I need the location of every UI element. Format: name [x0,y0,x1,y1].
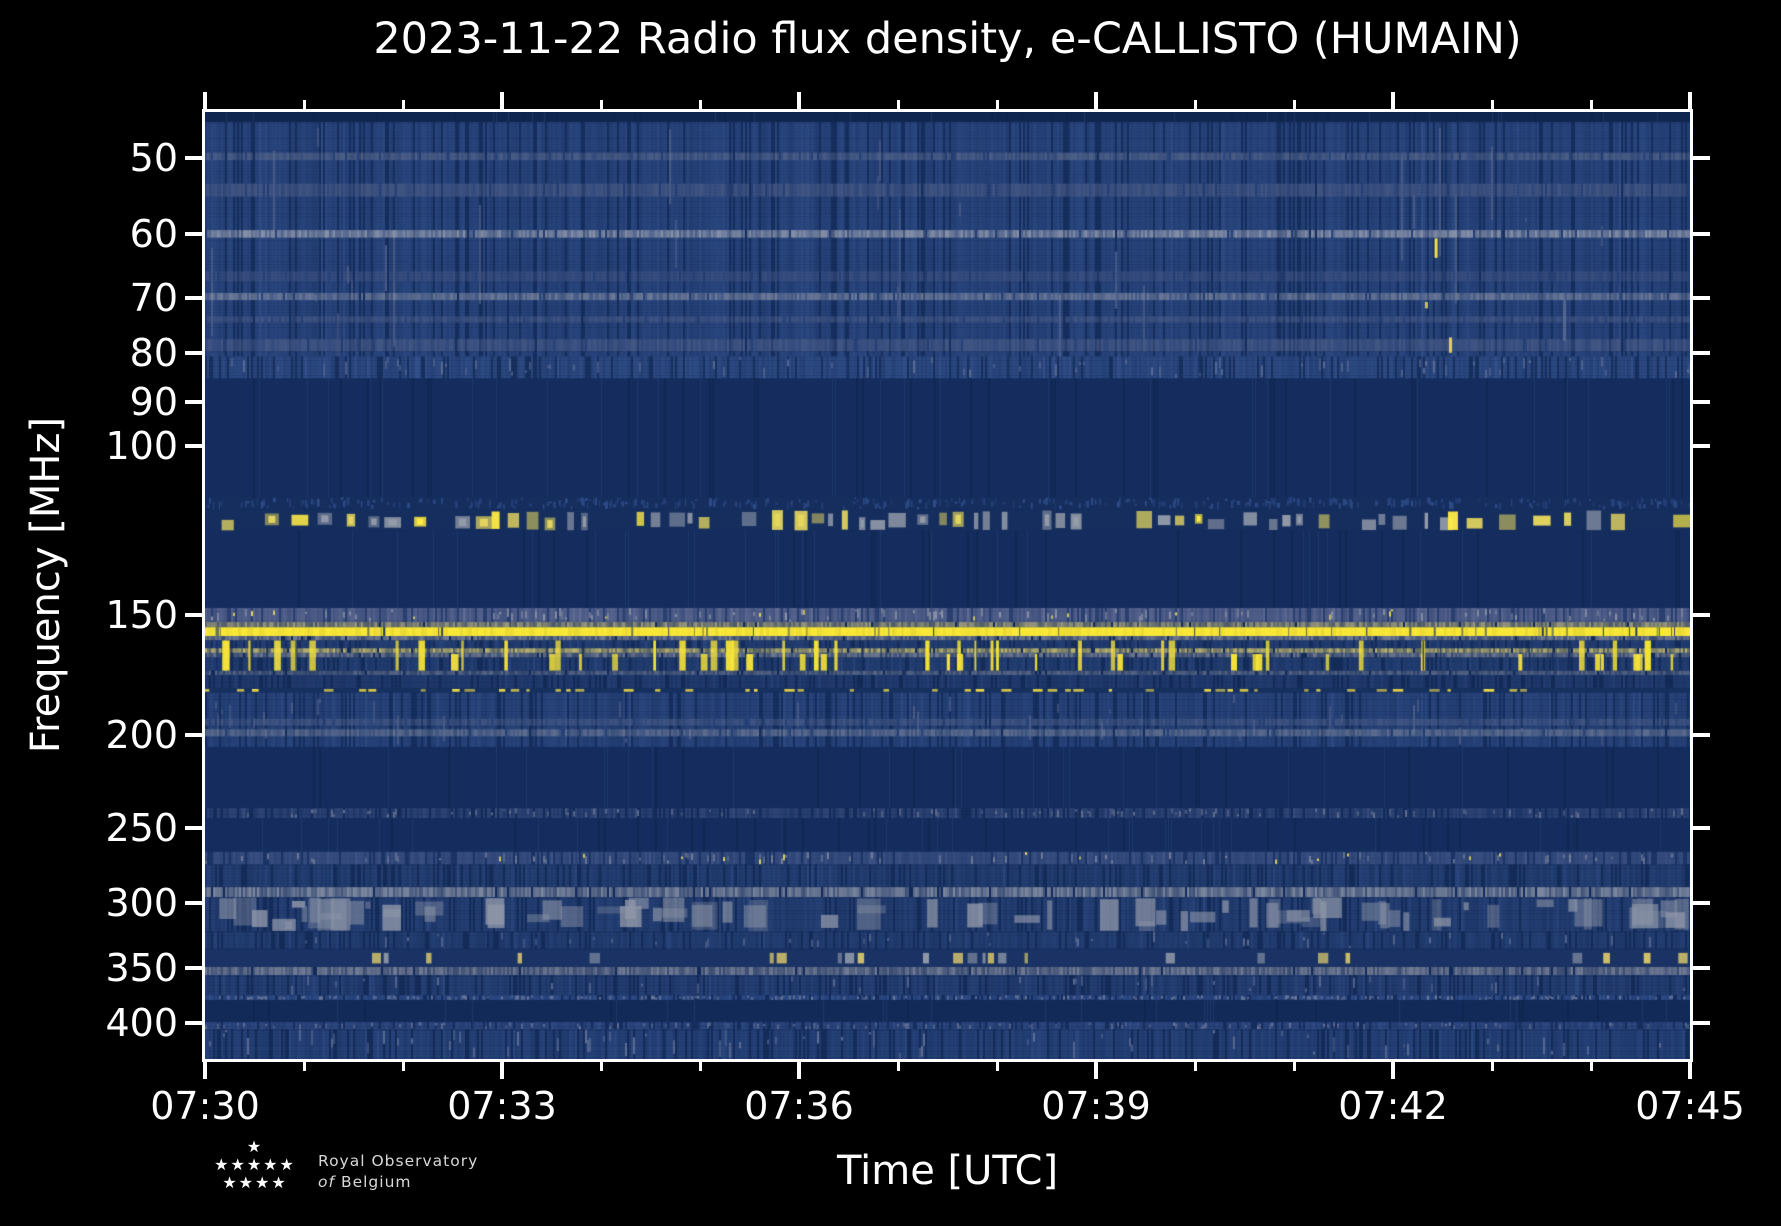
x-minor-tick [1292,1062,1296,1071]
stars-icon: ★ ★★★★★ ★★★★ [205,1138,305,1192]
y-major-tick-right [1693,155,1710,160]
y-tick-label: 80 [129,331,178,376]
x-tick-label: 07:42 [1338,1084,1448,1128]
y-major-tick [185,732,202,737]
stars-row-3: ★★★★ [222,1173,288,1192]
spectrogram-heatmap [205,112,1690,1059]
y-major-tick [185,231,202,236]
x-major-tick-top [797,92,801,109]
x-minor-tick [302,1062,306,1071]
y-major-tick-right [1693,732,1710,737]
y-tick-label: 100 [105,424,178,469]
x-minor-tick [599,1062,603,1071]
y-major-tick-right [1693,444,1710,449]
y-major-tick-right [1693,965,1710,970]
x-minor-tick-top [1292,100,1296,109]
x-axis-label: Time [UTC] [836,1148,1059,1194]
logo-line-2: of Belgium [318,1172,478,1193]
stars-row-2: ★★★★★ [214,1155,296,1174]
y-major-tick [185,612,202,617]
stars-row-1: ★ [246,1137,264,1156]
x-major-tick-top [1391,92,1395,109]
x-major-tick [1391,1062,1395,1079]
x-tick-label: 07:30 [150,1084,260,1128]
x-major-tick [500,1062,504,1079]
y-major-tick [185,825,202,830]
x-minor-tick [698,1062,702,1071]
y-major-tick-right [1693,1021,1710,1026]
x-minor-tick-top [698,100,702,109]
x-major-tick-top [1688,92,1692,109]
x-minor-tick [896,1062,900,1071]
y-tick-label: 50 [129,135,178,180]
y-major-tick-right [1693,612,1710,617]
logo-of: of [318,1173,335,1191]
x-minor-tick-top [1193,100,1197,109]
x-tick-label: 07:39 [1041,1084,1151,1128]
y-major-tick [185,295,202,300]
logo-line-1: Royal Observatory [318,1152,479,1170]
y-tick-label: 300 [105,881,178,926]
x-major-tick-top [1094,92,1098,109]
x-tick-label: 07:36 [744,1084,854,1128]
x-tick-label: 07:45 [1635,1084,1745,1128]
x-minor-tick [1490,1062,1494,1071]
y-major-tick-right [1693,295,1710,300]
x-major-tick-top [500,92,504,109]
y-tick-label: 350 [105,945,178,990]
x-tick-label: 07:33 [447,1084,557,1128]
y-major-tick [185,965,202,970]
x-minor-tick [1193,1062,1197,1071]
x-minor-tick-top [599,100,603,109]
x-minor-tick-top [1589,100,1593,109]
chart-title: 2023-11-22 Radio flux density, e-CALLIST… [373,14,1522,64]
y-major-tick [185,901,202,906]
x-major-tick [203,1062,207,1079]
x-minor-tick [401,1062,405,1071]
x-major-tick [797,1062,801,1079]
x-major-tick [1094,1062,1098,1079]
x-minor-tick-top [896,100,900,109]
y-major-tick [185,155,202,160]
y-major-tick [185,444,202,449]
x-minor-tick-top [1490,100,1494,109]
y-major-tick [185,1021,202,1026]
y-tick-label: 200 [105,712,178,757]
y-major-tick-right [1693,231,1710,236]
x-major-tick-top [203,92,207,109]
x-minor-tick [1589,1062,1593,1071]
logo-text: Royal Observatory of Belgium [318,1151,478,1193]
x-minor-tick-top [401,100,405,109]
y-major-tick [185,351,202,356]
x-major-tick [1688,1062,1692,1079]
y-tick-label: 400 [105,1001,178,1046]
y-major-tick-right [1693,400,1710,405]
y-tick-label: 250 [105,805,178,850]
x-minor-tick-top [302,100,306,109]
plot-area-border [202,109,1693,1062]
y-major-tick [185,400,202,405]
y-major-tick-right [1693,901,1710,906]
y-tick-label: 60 [129,211,178,256]
y-tick-label: 90 [129,380,178,425]
x-minor-tick-top [995,100,999,109]
logo-belgium: Belgium [340,1173,412,1191]
y-major-tick-right [1693,825,1710,830]
y-tick-label: 70 [129,275,178,320]
y-major-tick-right [1693,351,1710,356]
x-minor-tick [995,1062,999,1071]
y-tick-label: 150 [105,592,178,637]
